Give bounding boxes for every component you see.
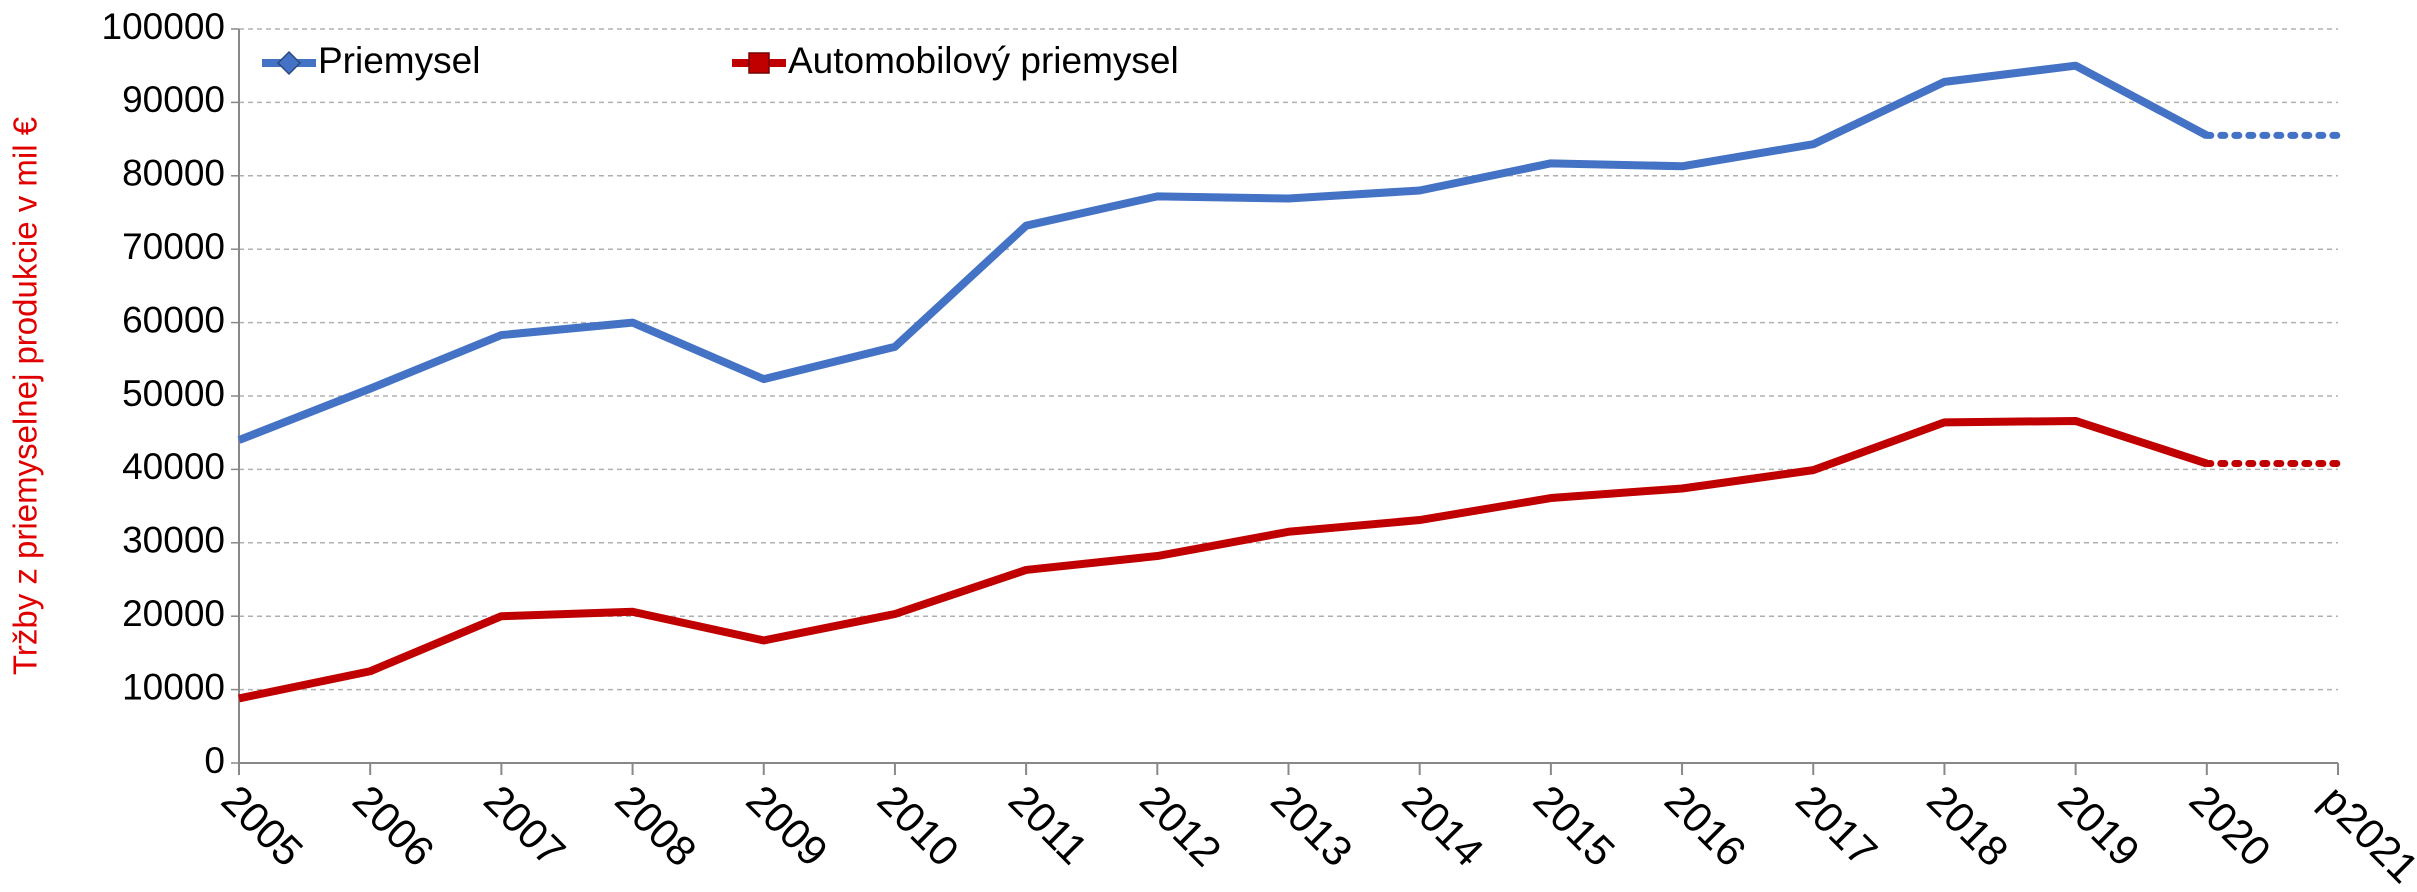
x-tick-label: 2012 xyxy=(1131,776,1230,875)
y-axis-label: Tržby z priemyselnej produkcie v mil € xyxy=(7,117,44,675)
legend-marker xyxy=(276,50,302,76)
y-tick-label: 40000 xyxy=(122,446,225,487)
x-tick-label: 2010 xyxy=(869,776,968,875)
y-tick-label: 0 xyxy=(204,740,225,781)
x-tick-label: 2014 xyxy=(1393,776,1492,875)
y-tick-label: 70000 xyxy=(122,226,225,267)
y-tick-label: 20000 xyxy=(122,593,225,634)
x-tick-label: 2018 xyxy=(1918,776,2017,875)
y-tick-label: 60000 xyxy=(122,299,225,340)
legend-label: Priemysel xyxy=(318,40,480,81)
x-tick-label: 2019 xyxy=(2049,776,2148,875)
y-tick-label: 90000 xyxy=(122,79,225,120)
x-tick-label: 2007 xyxy=(475,776,574,875)
legend-marker xyxy=(748,52,770,74)
x-tick-label: 2015 xyxy=(1525,776,1624,875)
x-tick-label: 2005 xyxy=(213,776,312,875)
y-tick-label: 30000 xyxy=(122,520,225,561)
y-tick-label: 10000 xyxy=(122,666,225,707)
series-line xyxy=(237,61,2209,444)
x-tick-label: p2021 xyxy=(2312,776,2417,892)
x-tick-label: 2006 xyxy=(344,776,443,875)
x-tick-label: 2009 xyxy=(738,776,837,875)
legend-label: Automobilový priemysel xyxy=(788,40,1179,81)
x-tick-label: 2011 xyxy=(1000,776,1097,873)
x-tick-label: 2008 xyxy=(606,776,705,875)
y-tick-label: 80000 xyxy=(122,153,225,194)
x-tick-label: 2016 xyxy=(1656,776,1755,875)
x-tick-label: 2013 xyxy=(1262,776,1361,875)
x-tick-label: 2020 xyxy=(2181,776,2280,875)
x-tick-label: 2017 xyxy=(1787,776,1886,875)
series-line xyxy=(238,416,2209,703)
y-tick-label: 100000 xyxy=(102,6,225,47)
y-tick-label: 50000 xyxy=(122,373,225,414)
